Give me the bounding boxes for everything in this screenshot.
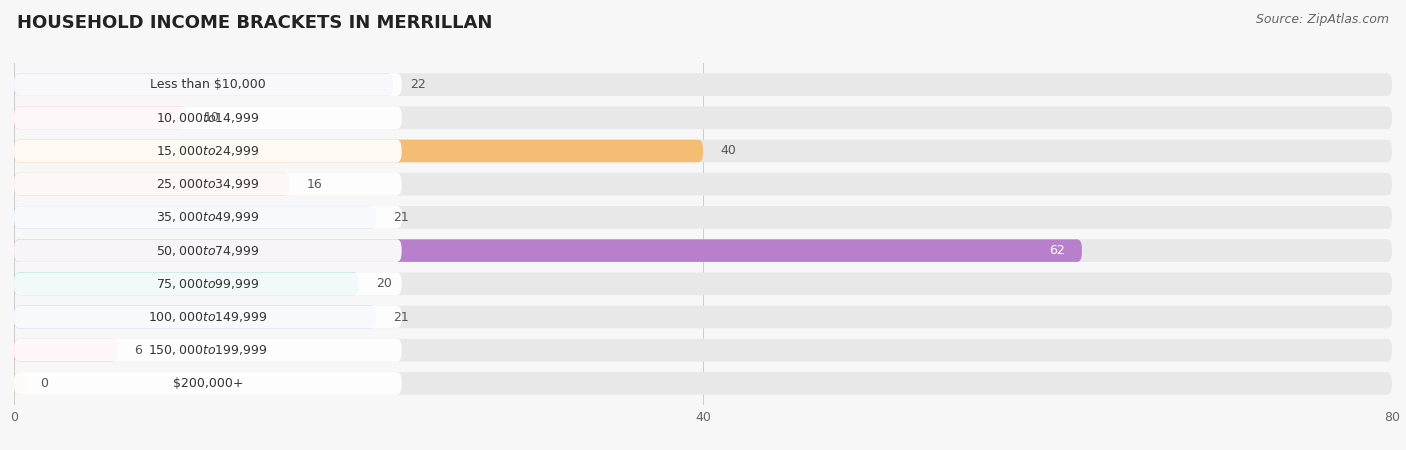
- Text: 6: 6: [135, 344, 142, 357]
- Text: 0: 0: [39, 377, 48, 390]
- Text: HOUSEHOLD INCOME BRACKETS IN MERRILLAN: HOUSEHOLD INCOME BRACKETS IN MERRILLAN: [17, 14, 492, 32]
- FancyBboxPatch shape: [14, 206, 375, 229]
- FancyBboxPatch shape: [14, 107, 1392, 129]
- Text: 21: 21: [394, 211, 409, 224]
- Text: 10: 10: [204, 111, 219, 124]
- FancyBboxPatch shape: [14, 306, 375, 328]
- FancyBboxPatch shape: [14, 140, 1392, 162]
- Text: Source: ZipAtlas.com: Source: ZipAtlas.com: [1256, 14, 1389, 27]
- Text: $75,000 to $99,999: $75,000 to $99,999: [156, 277, 260, 291]
- Text: 40: 40: [720, 144, 737, 158]
- Text: $25,000 to $34,999: $25,000 to $34,999: [156, 177, 260, 191]
- FancyBboxPatch shape: [14, 173, 290, 195]
- Text: $15,000 to $24,999: $15,000 to $24,999: [156, 144, 260, 158]
- FancyBboxPatch shape: [14, 107, 402, 129]
- FancyBboxPatch shape: [14, 239, 402, 262]
- FancyBboxPatch shape: [14, 173, 1392, 195]
- FancyBboxPatch shape: [14, 339, 402, 361]
- Text: $35,000 to $49,999: $35,000 to $49,999: [156, 211, 260, 225]
- FancyBboxPatch shape: [14, 339, 118, 361]
- FancyBboxPatch shape: [14, 206, 1392, 229]
- FancyBboxPatch shape: [14, 73, 402, 96]
- Text: 20: 20: [375, 277, 392, 290]
- FancyBboxPatch shape: [14, 372, 25, 395]
- Text: $10,000 to $14,999: $10,000 to $14,999: [156, 111, 260, 125]
- FancyBboxPatch shape: [14, 140, 703, 162]
- FancyBboxPatch shape: [14, 239, 1392, 262]
- Text: Less than $10,000: Less than $10,000: [150, 78, 266, 91]
- Text: $150,000 to $199,999: $150,000 to $199,999: [148, 343, 267, 357]
- Text: $200,000+: $200,000+: [173, 377, 243, 390]
- FancyBboxPatch shape: [14, 239, 1083, 262]
- FancyBboxPatch shape: [14, 73, 394, 96]
- FancyBboxPatch shape: [14, 372, 402, 395]
- FancyBboxPatch shape: [14, 273, 359, 295]
- FancyBboxPatch shape: [14, 206, 402, 229]
- FancyBboxPatch shape: [14, 140, 402, 162]
- FancyBboxPatch shape: [14, 107, 186, 129]
- FancyBboxPatch shape: [14, 306, 402, 328]
- Text: 22: 22: [411, 78, 426, 91]
- FancyBboxPatch shape: [14, 173, 402, 195]
- FancyBboxPatch shape: [14, 372, 1392, 395]
- Text: 62: 62: [1049, 244, 1064, 257]
- Text: $50,000 to $74,999: $50,000 to $74,999: [156, 243, 260, 257]
- FancyBboxPatch shape: [14, 273, 1392, 295]
- FancyBboxPatch shape: [14, 339, 1392, 361]
- FancyBboxPatch shape: [14, 73, 1392, 96]
- FancyBboxPatch shape: [14, 273, 402, 295]
- Text: 16: 16: [307, 178, 322, 191]
- FancyBboxPatch shape: [14, 306, 1392, 328]
- Text: 21: 21: [394, 310, 409, 324]
- Text: $100,000 to $149,999: $100,000 to $149,999: [148, 310, 267, 324]
